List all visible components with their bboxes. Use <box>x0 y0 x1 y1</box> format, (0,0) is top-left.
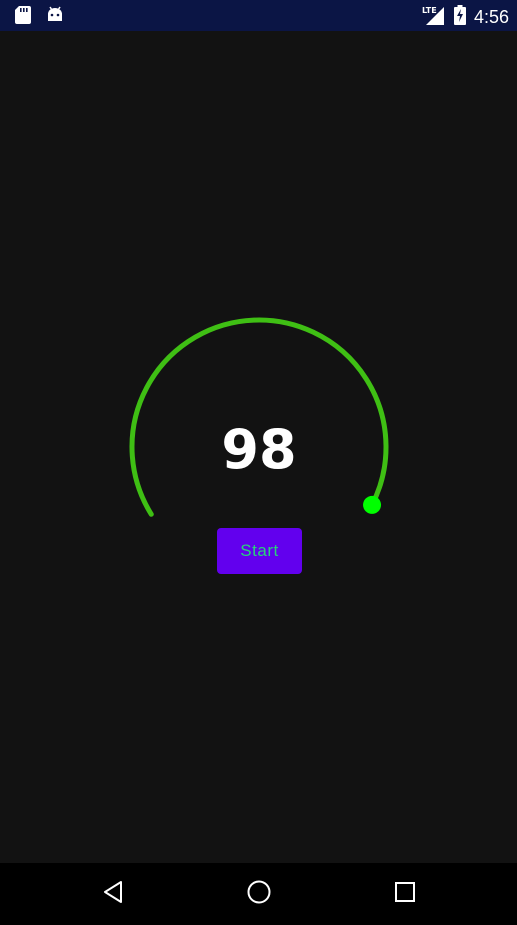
navigation-bar <box>0 863 517 925</box>
gauge-value: 98 <box>221 418 297 481</box>
battery-charging-icon <box>453 5 466 29</box>
start-button[interactable]: Start <box>217 528 302 574</box>
home-icon <box>246 879 272 909</box>
network-type-label: LTE <box>422 6 437 15</box>
status-bar: LTE 4:56 <box>0 0 517 31</box>
back-icon <box>101 880 125 908</box>
signal-icon: LTE <box>422 4 446 30</box>
back-button[interactable] <box>97 878 129 910</box>
gauge-arc <box>129 317 389 517</box>
sd-card-icon <box>14 5 32 29</box>
home-button[interactable] <box>243 878 275 910</box>
gauge <box>129 317 389 517</box>
recents-icon <box>394 881 416 907</box>
android-icon <box>46 5 64 29</box>
status-time: 4:56 <box>473 7 509 27</box>
recents-button[interactable] <box>389 878 421 910</box>
gauge-knob[interactable] <box>363 495 382 514</box>
main-content: 98 Start <box>0 31 517 863</box>
